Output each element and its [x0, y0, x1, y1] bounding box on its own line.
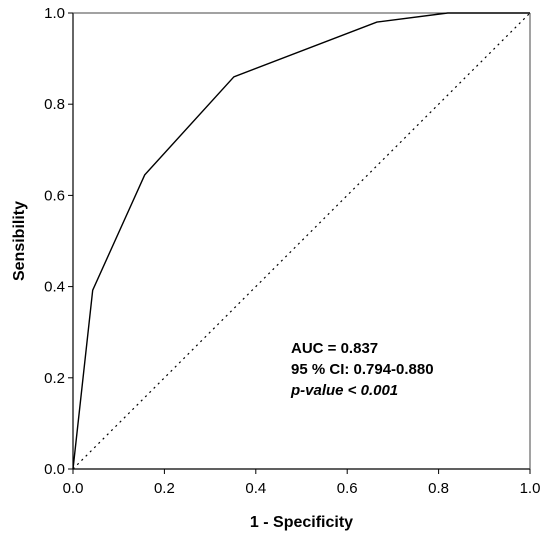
y-tick-label: 0.2: [44, 370, 65, 387]
roc-curve-line: [72, 12, 530, 470]
x-tick-label: 0.6: [337, 480, 358, 497]
y-tick-label: 0.8: [44, 96, 65, 113]
ci-annotation: 95 % CI: 0.794-0.880: [291, 361, 434, 378]
p-value-annotation: p-value < 0.001: [290, 382, 398, 399]
x-axis-title: 1 - Specificity: [250, 514, 353, 531]
x-tick-label: 1.0: [520, 480, 541, 497]
auc-annotation: AUC = 0.837: [291, 340, 378, 357]
x-tick-label: 0.0: [63, 480, 84, 497]
reference-diagonal-line: [72, 12, 531, 470]
y-tick-label: 1.0: [44, 5, 65, 22]
y-tick-label: 0.6: [44, 187, 65, 204]
y-tick-label: 0.4: [44, 279, 65, 296]
x-tick-label: 0.2: [154, 480, 175, 497]
x-axis-ticks: 0.0 0.2 0.4 0.6 0.8 1.0: [63, 469, 541, 497]
y-axis-title: Sensibility: [11, 201, 28, 281]
y-tick-label: 0.0: [44, 461, 65, 478]
y-axis-ticks: 0.0 0.2 0.4 0.6 0.8 1.0: [44, 5, 73, 478]
plot-area: [72, 12, 531, 470]
series-layer: [72, 12, 531, 470]
x-tick-label: 0.4: [245, 480, 266, 497]
x-tick-label: 0.8: [428, 480, 449, 497]
